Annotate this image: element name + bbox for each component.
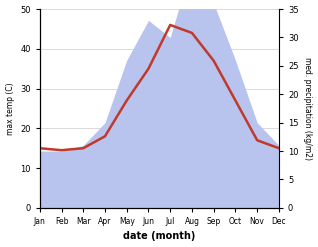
X-axis label: date (month): date (month) — [123, 231, 196, 242]
Y-axis label: max temp (C): max temp (C) — [5, 82, 15, 135]
Y-axis label: med. precipitation (kg/m2): med. precipitation (kg/m2) — [303, 57, 313, 160]
